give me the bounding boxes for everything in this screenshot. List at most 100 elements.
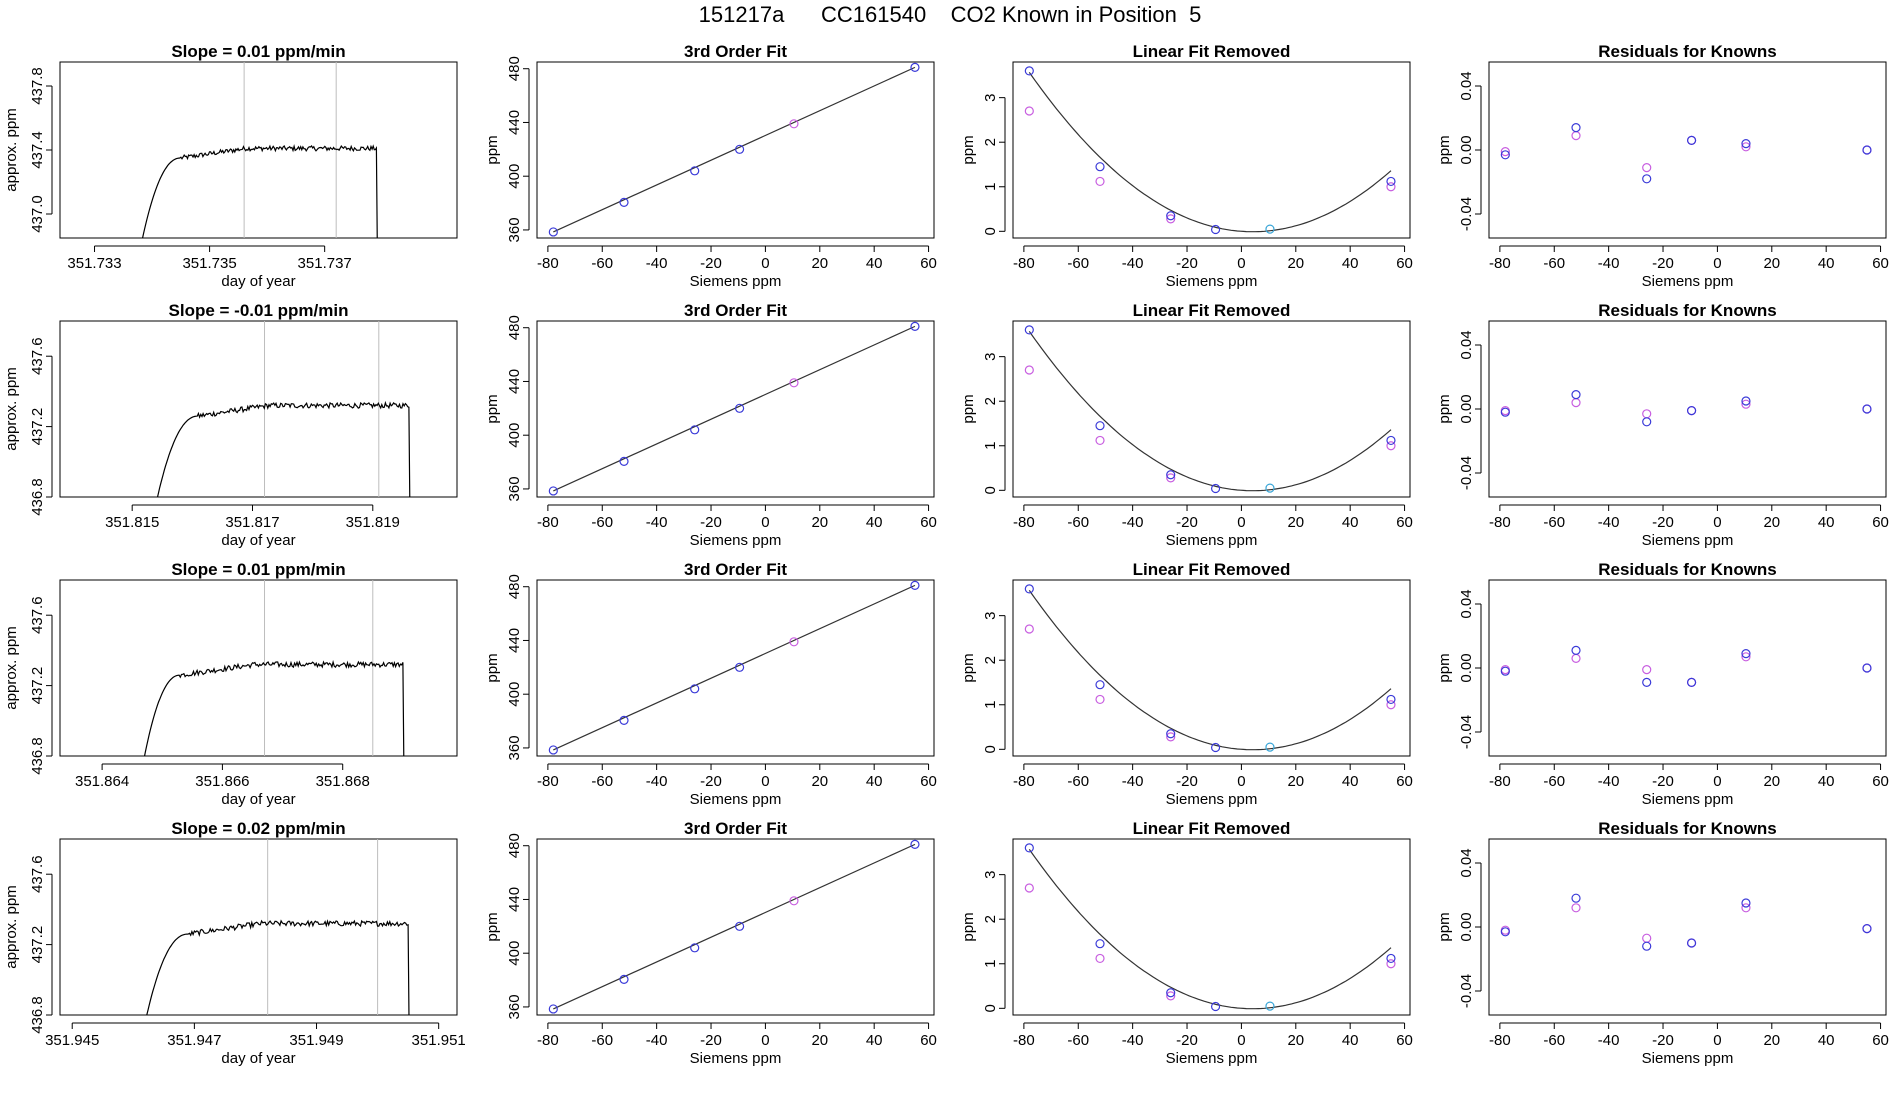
x-tick-label: -20 <box>1176 514 1198 531</box>
panel-title: Linear Fit Removed <box>1133 819 1291 838</box>
magenta-point <box>1642 163 1652 173</box>
plot-frame <box>59 838 458 1016</box>
magenta-point <box>1024 106 1034 116</box>
magenta-point <box>1166 991 1176 1001</box>
blue-point <box>1024 843 1034 853</box>
blue-point <box>1166 988 1176 998</box>
magenta-point <box>1571 653 1581 664</box>
blue-point <box>690 425 700 435</box>
magenta-point <box>1386 441 1396 451</box>
y-tick-label: 400 <box>506 682 523 707</box>
x-tick-label: 351.945 <box>45 1032 99 1049</box>
x-tick-label: 351.735 <box>182 255 236 272</box>
x-tick-label: 20 <box>811 514 828 531</box>
x-axis-label: Siemens ppm <box>1642 791 1734 808</box>
x-tick-label: -40 <box>646 773 668 790</box>
panel-r4c3: Linear Fit Removed-80 -60 -40 -20 0 20 40 60Sie… <box>960 819 1413 1067</box>
panel-data <box>156 321 411 497</box>
x-tick-label: 20 <box>1763 773 1780 790</box>
y-tick-label: 360 <box>506 994 523 1019</box>
y-tick-label: 400 <box>506 941 523 966</box>
y-tick-label: 0.04 <box>1458 330 1475 359</box>
x-tick-label: 351.819 <box>346 514 400 531</box>
x-tick-label: -60 <box>591 773 613 790</box>
x-tick-label: 20 <box>811 773 828 790</box>
x-tick-label: 20 <box>1763 255 1780 272</box>
x-tick-label: -40 <box>1598 773 1620 790</box>
y-axis-label: ppm <box>1436 394 1453 423</box>
x-tick-label: 40 <box>1818 514 1835 531</box>
x-tick-label: 351.949 <box>289 1032 343 1049</box>
magenta-point <box>1642 664 1652 675</box>
y-axis-label: approx. ppm <box>3 626 20 709</box>
y-axis-label: ppm <box>484 653 501 682</box>
x-tick-label: 60 <box>920 773 937 790</box>
magenta-point <box>1741 652 1751 662</box>
x-tick-label: -20 <box>700 255 722 272</box>
y-tick-label: 437.6 <box>29 855 46 893</box>
magenta-point <box>789 378 799 388</box>
blue-point <box>910 321 920 331</box>
blue-point <box>1210 742 1221 753</box>
panel-r3c3: Linear Fit Removed-80 -60 -40 -20 0 20 40 60Sie… <box>960 560 1413 808</box>
panel-title: 3rd Order Fit <box>684 42 787 61</box>
y-tick-label: 2 <box>982 397 999 405</box>
magenta-point <box>1571 131 1581 141</box>
panel-r3c1: Slope = 0.01 ppm/min 351.864 351.866 351.86… <box>3 560 458 808</box>
panel-data <box>1028 330 1392 492</box>
blue-point <box>910 580 920 590</box>
magenta-point <box>1571 398 1581 408</box>
figure-suptitle: 151217a CC161540 CO2 Known in Position 5 <box>698 2 1202 27</box>
concentration-trace <box>146 919 410 1015</box>
y-tick-label: 3 <box>982 611 999 619</box>
x-tick-label: 60 <box>1872 514 1889 531</box>
blue-point <box>1571 122 1581 133</box>
x-tick-label: 40 <box>866 514 883 531</box>
panel-title: 3rd Order Fit <box>684 301 787 320</box>
x-tick-label: -60 <box>1543 514 1565 531</box>
magenta-point <box>1166 473 1176 483</box>
y-axis-label: ppm <box>960 653 977 682</box>
y-tick-label: 0.00 <box>1458 912 1475 941</box>
y-axis-label: approx. ppm <box>3 367 20 450</box>
y-tick-label: 0 <box>982 486 999 494</box>
x-axis-label: Siemens ppm <box>690 273 782 290</box>
x-tick-label: 351.864 <box>75 773 129 790</box>
plot-frame <box>1488 320 1887 498</box>
x-tick-label: -80 <box>1489 1032 1511 1049</box>
blue-point <box>1686 677 1697 688</box>
x-tick-label: 0 <box>1713 255 1721 272</box>
plot-frame <box>1012 61 1411 239</box>
x-tick-label: -40 <box>1122 1032 1144 1049</box>
blue-point <box>1571 645 1581 656</box>
y-tick-label: 437.2 <box>29 667 46 705</box>
y-tick-label: 0 <box>982 227 999 235</box>
x-tick-label: 351.947 <box>167 1032 221 1049</box>
y-tick-label: 1 <box>982 442 999 450</box>
plot-frame <box>536 838 935 1016</box>
blue-point <box>1386 435 1396 446</box>
y-tick-label: 3 <box>982 352 999 360</box>
x-axis-label: day of year <box>221 532 295 549</box>
x-tick-label: -60 <box>1067 773 1089 790</box>
panel-r2c1: Slope = -0.01 ppm/min 351.815 351.817 351.8… <box>3 301 458 549</box>
x-tick-label: -80 <box>537 1032 559 1049</box>
y-axis-label: ppm <box>1436 135 1453 164</box>
x-tick-label: -40 <box>646 1032 668 1049</box>
x-tick-label: 60 <box>1872 1032 1889 1049</box>
plot-frame <box>1012 320 1411 498</box>
blue-point <box>1095 680 1105 690</box>
y-tick-label: 480 <box>506 574 523 599</box>
x-tick-label: -60 <box>591 255 613 272</box>
x-tick-label: -60 <box>1067 255 1089 272</box>
blue-point <box>1386 953 1396 964</box>
x-tick-label: 351.951 <box>412 1032 466 1049</box>
blue-point <box>548 227 558 237</box>
blue-point <box>1210 483 1221 494</box>
blue-point <box>1095 421 1105 431</box>
blue-point <box>1862 145 1872 155</box>
x-axis-label: Siemens ppm <box>1642 532 1734 549</box>
x-tick-label: 40 <box>1818 255 1835 272</box>
x-axis-label: day of year <box>221 1050 295 1067</box>
